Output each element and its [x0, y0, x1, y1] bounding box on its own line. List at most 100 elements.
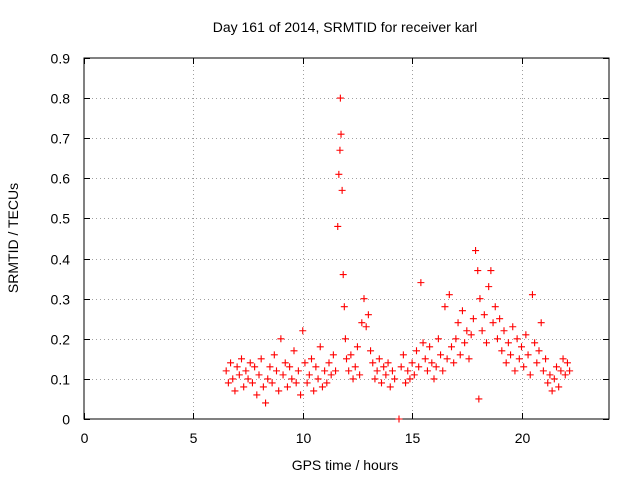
chart-title: Day 161 of 2014, SRMTID for receiver kar… [213, 19, 478, 35]
data-point [255, 371, 263, 379]
x-tick-label: 5 [190, 430, 198, 446]
data-point [303, 379, 311, 387]
data-point [515, 355, 523, 363]
data-point [253, 391, 261, 399]
data-point [251, 363, 259, 371]
data-point [413, 347, 420, 355]
y-tick-labels: 0 0.1 0.2 0.3 0.4 0.5 0.6 0.7 0.8 0.9 [51, 51, 71, 428]
data-point [231, 387, 239, 395]
data-point [290, 347, 298, 355]
data-point [454, 319, 462, 327]
data-point [432, 363, 440, 371]
data-point [375, 355, 383, 363]
data-point [360, 295, 368, 303]
data-point [463, 327, 471, 335]
data-point [233, 363, 241, 371]
data-point [472, 247, 480, 255]
data-point [286, 363, 294, 371]
data-point [475, 395, 483, 403]
data-point [279, 371, 287, 379]
x-axis-label: GPS time / hours [292, 457, 399, 473]
data-point [308, 355, 315, 363]
data-point [362, 323, 370, 331]
data-point [367, 347, 375, 355]
data-point [406, 375, 414, 383]
data-point [323, 379, 331, 387]
data-point [469, 315, 477, 323]
data-point [325, 359, 333, 367]
data-point [327, 371, 335, 379]
data-point [318, 383, 326, 391]
data-point [434, 335, 442, 343]
data-point [528, 291, 536, 299]
data-point [539, 367, 547, 375]
data-point [450, 359, 458, 367]
data-point [511, 367, 519, 375]
data-point [559, 355, 567, 363]
data-point [476, 295, 484, 303]
data-point [404, 367, 412, 375]
data-point [566, 367, 574, 375]
x-tick-label: 15 [405, 430, 421, 446]
data-points [222, 94, 574, 423]
data-point [537, 319, 545, 327]
data-point [257, 355, 265, 363]
data-point [391, 375, 399, 383]
data-point [340, 303, 348, 311]
y-tick-label: 0.1 [51, 372, 71, 388]
data-point [238, 355, 245, 363]
data-point [452, 335, 460, 343]
y-tick-label: 0.5 [51, 211, 71, 227]
data-point [380, 363, 388, 371]
data-point [443, 355, 451, 363]
data-point [465, 355, 473, 363]
data-point [535, 347, 543, 355]
data-point [334, 222, 342, 230]
y-axis-label: SRMTID / TECUs [5, 183, 21, 293]
data-point [337, 130, 345, 138]
data-point [244, 375, 252, 383]
data-point [419, 339, 427, 347]
data-point [437, 351, 445, 359]
y-tick-label: 0.6 [51, 171, 71, 187]
data-point [369, 359, 377, 367]
data-point [504, 339, 512, 347]
data-point [266, 363, 274, 371]
data-point [312, 363, 320, 371]
data-point [417, 279, 425, 287]
data-point [356, 371, 364, 379]
data-point [305, 371, 313, 379]
data-point [364, 311, 372, 319]
data-point [373, 367, 381, 375]
data-point [240, 383, 248, 391]
data-point [439, 367, 447, 375]
axis-ticks [84, 58, 609, 420]
data-point [262, 399, 270, 407]
data-point [351, 363, 359, 371]
data-point [358, 319, 366, 327]
y-tick-label: 0.4 [51, 252, 71, 268]
data-point [410, 371, 418, 379]
data-point [480, 311, 488, 319]
data-point [283, 383, 291, 391]
data-point [487, 267, 495, 275]
data-point [421, 355, 429, 363]
data-point [301, 359, 309, 367]
data-point [336, 146, 344, 154]
data-point [520, 363, 528, 371]
data-point [378, 379, 385, 387]
x-tick-label: 10 [296, 430, 312, 446]
data-point [445, 291, 453, 299]
y-tick-label: 0.7 [51, 131, 71, 147]
data-point [335, 170, 343, 178]
data-point [353, 343, 361, 351]
data-point [553, 363, 560, 371]
data-point [222, 367, 230, 375]
data-point [522, 331, 530, 339]
data-point [224, 379, 232, 387]
data-point [423, 367, 431, 375]
data-point [426, 343, 434, 351]
data-point [461, 339, 469, 347]
y-tick-label: 0.3 [51, 292, 71, 308]
